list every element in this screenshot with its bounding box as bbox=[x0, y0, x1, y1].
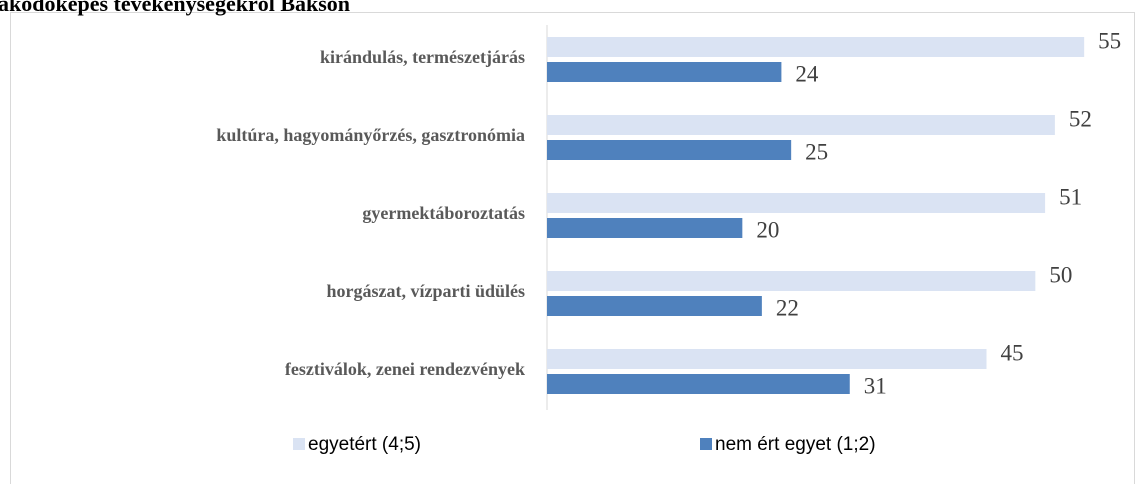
value-label: 51 bbox=[1059, 184, 1082, 209]
bar bbox=[547, 37, 1085, 57]
bar bbox=[547, 374, 850, 394]
bar bbox=[547, 62, 782, 82]
bar bbox=[547, 271, 1036, 291]
bar bbox=[547, 296, 762, 316]
category-label: gyermektáboroztatás bbox=[362, 203, 525, 223]
category-label: kirándulás, természetjárás bbox=[320, 47, 525, 67]
bar bbox=[547, 115, 1055, 135]
bar bbox=[547, 140, 792, 160]
legend-swatch bbox=[700, 438, 712, 450]
category-label: fesztiválok, zenei rendezvények bbox=[285, 359, 525, 379]
chart-frame bbox=[10, 12, 1135, 484]
value-label: 55 bbox=[1098, 28, 1121, 53]
legend-swatch bbox=[293, 438, 305, 450]
value-label: 52 bbox=[1069, 106, 1092, 131]
bar bbox=[547, 349, 987, 369]
value-label: 20 bbox=[756, 217, 779, 242]
value-label: 50 bbox=[1049, 262, 1072, 287]
value-label: 31 bbox=[864, 373, 887, 398]
category-label: horgászat, vízparti üdülés bbox=[326, 281, 525, 301]
category-label: kultúra, hagyományőrzés, gasztronómia bbox=[216, 125, 525, 145]
value-label: 45 bbox=[1001, 340, 1024, 365]
value-label: 25 bbox=[805, 139, 828, 164]
bar bbox=[547, 218, 743, 238]
bar bbox=[547, 193, 1046, 213]
legend-label: egyetért (4;5) bbox=[308, 434, 421, 455]
value-label: 24 bbox=[795, 61, 819, 86]
legend-label: nem ért egyet (1;2) bbox=[715, 434, 876, 455]
value-label: 22 bbox=[776, 295, 799, 320]
chart-title: akodóképes tevékenységekről Bakson bbox=[0, 0, 350, 16]
